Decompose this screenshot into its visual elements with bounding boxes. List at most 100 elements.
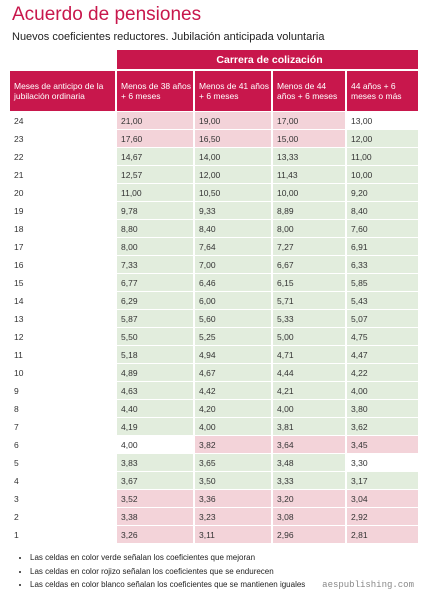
coefficient-cell: 3,50 [193, 471, 272, 490]
table-row: 20 11,00 10,50 10,00 9,20 [10, 183, 419, 202]
empty-corner [10, 50, 116, 71]
coefficient-cell: 4,00 [344, 381, 419, 400]
months-cell: 6 [10, 435, 116, 454]
coefficient-cell: 4,00 [271, 399, 346, 418]
table-row: 21 12,57 12,00 11,43 10,00 [10, 165, 419, 184]
table-row: 24 21,00 19,00 17,00 13,00 [10, 111, 419, 130]
note: Las celdas en color rojizo señalan los c… [30, 565, 305, 579]
coefficient-cell: 8,89 [271, 201, 346, 220]
coefficient-cell: 12,57 [115, 165, 194, 184]
coefficient-cell: 4,22 [344, 363, 419, 382]
coefficient-cell: 13,00 [344, 111, 419, 130]
coefficient-cell: 5,00 [271, 327, 346, 346]
coefficient-cell: 3,30 [344, 453, 419, 472]
column-header: Menos de 41 años + 6 meses [193, 69, 272, 112]
coefficient-cell: 14,67 [115, 147, 194, 166]
coefficient-cell: 3,65 [193, 453, 272, 472]
months-cell: 19 [10, 201, 116, 220]
column-header: 44 años + 6 meses o más [344, 69, 419, 112]
coefficient-cell: 15,00 [271, 129, 346, 148]
table-row: 17 8,00 7,64 7,27 6,91 [10, 237, 419, 256]
coefficient-cell: 3,83 [115, 453, 194, 472]
coefficient-cell: 5,33 [271, 309, 346, 328]
coefficient-cell: 3,81 [271, 417, 346, 436]
coefficient-cell: 12,00 [344, 129, 419, 148]
coefficient-cell: 3,52 [115, 489, 194, 508]
table-row: 16 7,33 7,00 6,67 6,33 [10, 255, 419, 274]
coefficient-cell: 4,89 [115, 363, 194, 382]
table-row: 18 8,80 8,40 8,00 7,60 [10, 219, 419, 238]
table-row: 12 5,50 5,25 5,00 4,75 [10, 327, 419, 346]
coefficient-cell: 9,33 [193, 201, 272, 220]
coefficient-cell: 5,50 [115, 327, 194, 346]
coefficient-cell: 4,75 [344, 327, 419, 346]
table-row: 7 4,19 4,00 3,81 3,62 [10, 417, 419, 436]
table-row: 15 6,77 6,46 6,15 5,85 [10, 273, 419, 292]
months-cell: 10 [10, 363, 116, 382]
coefficient-cell: 5,60 [193, 309, 272, 328]
coefficient-cell: 3,20 [271, 489, 346, 508]
coefficient-cell: 4,00 [115, 435, 194, 454]
coefficient-cell: 3,36 [193, 489, 272, 508]
months-cell: 21 [10, 165, 116, 184]
coefficient-cell: 6,46 [193, 273, 272, 292]
coefficient-cell: 11,43 [271, 165, 346, 184]
coefficient-cell: 6,91 [344, 237, 419, 256]
coefficient-cell: 5,43 [344, 291, 419, 310]
coefficient-cell: 8,40 [344, 201, 419, 220]
coefficient-cell: 17,60 [115, 129, 194, 148]
coefficient-cell: 7,33 [115, 255, 194, 274]
coefficient-cell: 4,20 [193, 399, 272, 418]
coefficient-cell: 10,50 [193, 183, 272, 202]
months-cell: 13 [10, 309, 116, 328]
column-header: Menos de 38 años + 6 meses [115, 69, 194, 112]
coefficient-cell: 11,00 [344, 147, 419, 166]
coefficient-cell: 3,04 [344, 489, 419, 508]
coefficient-cell: 3,64 [271, 435, 346, 454]
table-row: 9 4,63 4,42 4,21 4,00 [10, 381, 419, 400]
months-cell: 11 [10, 345, 116, 364]
subtitle: Nuevos coeficientes reductores. Jubilaci… [12, 31, 325, 43]
coefficient-cell: 5,85 [344, 273, 419, 292]
coefficient-cell: 3,17 [344, 471, 419, 490]
table-row: 6 4,00 3,82 3,64 3,45 [10, 435, 419, 454]
coefficient-cell: 3,67 [115, 471, 194, 490]
coefficient-cell: 10,00 [344, 165, 419, 184]
notes: Las celdas en color verde señalan los co… [14, 551, 305, 592]
months-cell: 23 [10, 129, 116, 148]
coefficient-cell: 14,00 [193, 147, 272, 166]
note: Las celdas en color verde señalan los co… [30, 551, 305, 565]
group-header: Carrera de colización [114, 50, 419, 71]
table-row: 19 9,78 9,33 8,89 8,40 [10, 201, 419, 220]
coefficient-cell: 12,00 [193, 165, 272, 184]
months-cell: 16 [10, 255, 116, 274]
coefficient-cell: 7,00 [193, 255, 272, 274]
table-row: 8 4,40 4,20 4,00 3,80 [10, 399, 419, 418]
months-cell: 9 [10, 381, 116, 400]
coefficient-cell: 6,67 [271, 255, 346, 274]
coefficients-table: Carrera de colización Meses de anticipo … [10, 50, 419, 544]
title: Acuerdo de pensiones [12, 4, 202, 25]
coefficient-cell: 3,45 [344, 435, 419, 454]
coefficient-cell: 13,33 [271, 147, 346, 166]
coefficient-cell: 4,42 [193, 381, 272, 400]
months-cell: 8 [10, 399, 116, 418]
months-cell: 15 [10, 273, 116, 292]
months-cell: 17 [10, 237, 116, 256]
coefficient-cell: 6,77 [115, 273, 194, 292]
coefficient-cell: 9,78 [115, 201, 194, 220]
coefficient-cell: 3,48 [271, 453, 346, 472]
coefficient-cell: 8,40 [193, 219, 272, 238]
coefficient-cell: 3,11 [193, 525, 272, 544]
table-row: 5 3,83 3,65 3,48 3,30 [10, 453, 419, 472]
months-cell: 7 [10, 417, 116, 436]
coefficient-cell: 4,94 [193, 345, 272, 364]
coefficient-cell: 3,82 [193, 435, 272, 454]
coefficient-cell: 6,29 [115, 291, 194, 310]
coefficient-cell: 7,27 [271, 237, 346, 256]
months-cell: 18 [10, 219, 116, 238]
coefficient-cell: 2,81 [344, 525, 419, 544]
coefficient-cell: 7,60 [344, 219, 419, 238]
months-cell: 1 [10, 525, 116, 544]
table-row: 23 17,60 16,50 15,00 12,00 [10, 129, 419, 148]
